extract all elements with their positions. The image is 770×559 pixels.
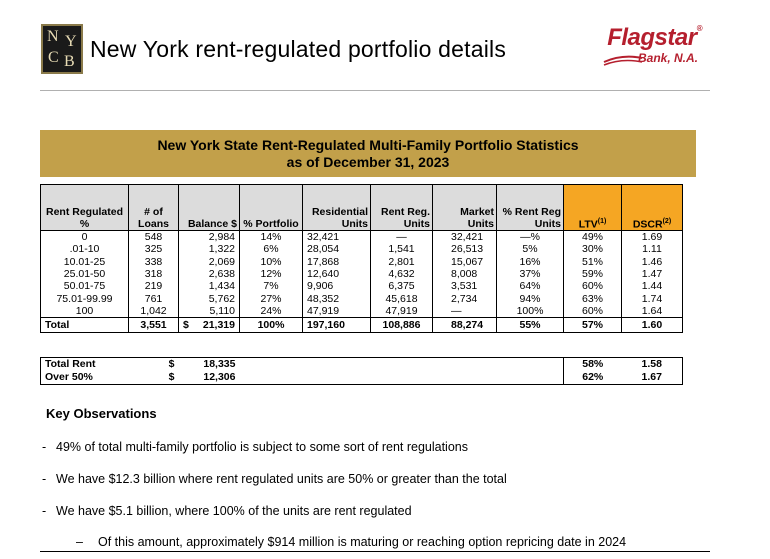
banner-title: New York State Rent-Regulated Multi-Fami… [157, 137, 579, 153]
observation-bullet: - We have $5.1 billion, where 100% of the… [42, 504, 412, 518]
observations-title: Key Observations [46, 406, 157, 421]
logo-letter-y: Y [65, 33, 77, 50]
logo-letter-b: B [64, 53, 75, 70]
header-residential: Residential Units [302, 184, 371, 231]
swoosh-icon [603, 55, 643, 66]
logo-letter-n: N [47, 28, 59, 45]
table-header-row: Rent Regulated % # of Loans Balance $ % … [40, 184, 683, 231]
table-row: 25.01-50 318 2,638 12% 12,640 4,632 8,008 37% 59… [40, 267, 683, 281]
header-loans: # of Loans [128, 184, 179, 231]
summary-table: Total Rent $ 18,335 58% 1.58 Over 50% $ … [40, 357, 683, 385]
observation-bullet: -49% of total multi-family portfolio is … [42, 440, 468, 454]
brand-name: Flagstar® [607, 24, 702, 51]
table-row: 0 548 2,984 14% 32,421—32,421 —% 49% 1.69 [40, 230, 683, 244]
table-banner: New York State Rent-Regulated Multi-Fami… [40, 130, 696, 177]
header-ltv: LTV(1) [563, 184, 622, 231]
table-row: 100 1,042 5,110 24% 47,919 47,919—100% 60% 1.64 [40, 304, 683, 318]
bottom-divider [40, 551, 710, 552]
header-divider [40, 90, 710, 91]
header-rent-regulated: Rent Regulated % [40, 184, 129, 231]
page-title: New York rent-regulated portfolio detail… [90, 36, 507, 62]
header-rent-reg: Rent Reg. Units [370, 184, 433, 231]
header-portfolio: % Portfolio [239, 184, 303, 231]
banner-date: as of December 31, 2023 [286, 154, 450, 170]
logo-letter-c: C [48, 49, 59, 66]
header-pct-rent-reg: % Rent Reg Units [496, 184, 564, 231]
portfolio-stats-table: Rent Regulated % # of Loans Balance $ % … [40, 184, 683, 334]
observation-sub-bullet: – Of this amount, approximately $914 mill… [76, 535, 627, 549]
summary-row-over-50: Over 50% $ 12,306 62% 1.67 [40, 371, 683, 385]
nycb-logo: N Y C B [41, 24, 83, 74]
header-balance: Balance $ [178, 184, 240, 231]
observation-bullet: - We have $12.3 billion where rent regula… [42, 472, 507, 486]
header-dscr: DSCR(2) [621, 184, 683, 231]
table-row: .01-10 325 1,322 6% 28,054 1,541 26,513 5% 30% 1.… [40, 243, 683, 256]
table-total-row: Total 3,551 $21,319 100% 197,160 108,886… [40, 317, 683, 334]
flagstar-logo: Flagstar® Bank, N.A. [602, 24, 703, 70]
table-row: 50.01-75 219 1,434 7% 9,906 6,375 3,531 64% 60% 1… [40, 280, 683, 293]
brand-subtitle: Bank, N.A. [637, 51, 698, 65]
table-row: 10.01-25 338 2,069 10% 17,868 2,801 15,067 16% 5… [40, 255, 683, 268]
header-market: Market Units [432, 184, 497, 231]
table-row: 75.01-99.99 761 5,762 27% 48,352 45,618 2,734 9… [40, 292, 683, 305]
summary-row-total-rent: Total Rent $ 18,335 58% 1.58 [40, 357, 683, 371]
